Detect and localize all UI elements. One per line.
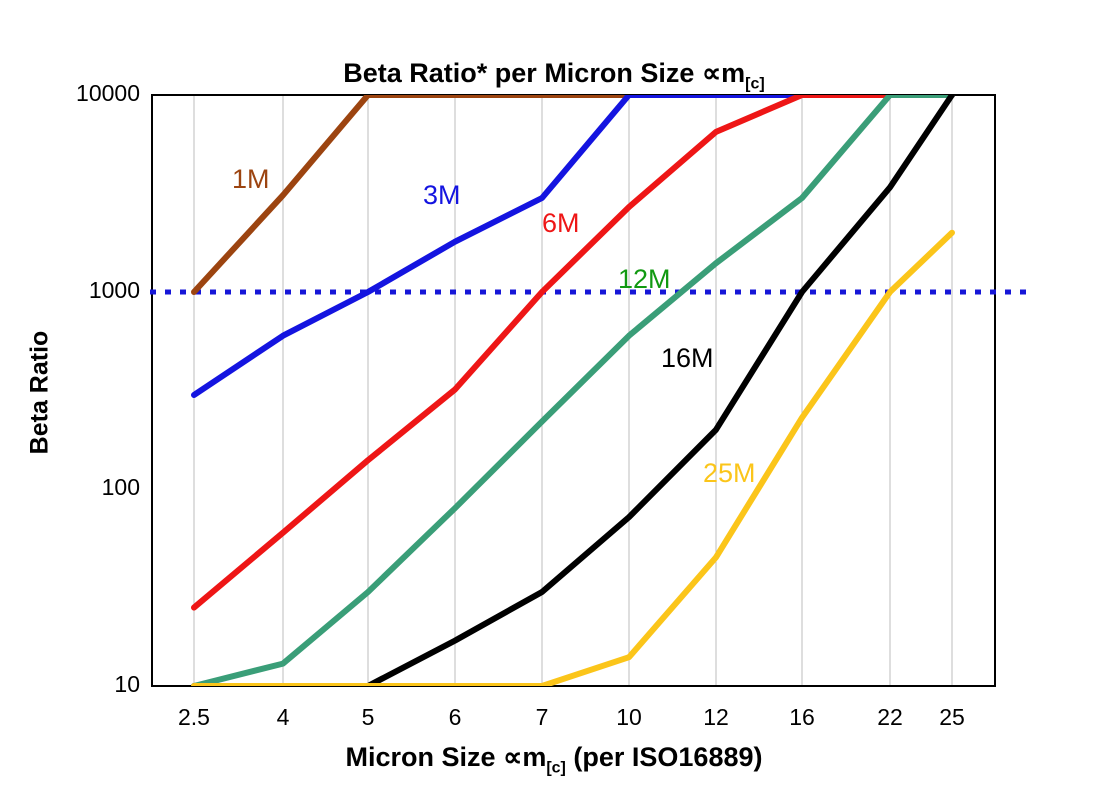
x-axis-title: Micron Size ∝m[c] (per ISO16889) — [0, 742, 1108, 777]
x-tick-7: 7 — [535, 704, 549, 730]
chart-title: Beta Ratio* per Micron Size ∝m[c] — [0, 58, 1108, 93]
series-label-16M: 16M — [661, 343, 714, 373]
chart-title-subscript: [c] — [745, 75, 765, 93]
series-line-12M — [191, 95, 955, 686]
x-tick-5: 5 — [361, 704, 375, 730]
y-tick-10: 10 — [114, 671, 140, 697]
series-label-3M: 3M — [423, 180, 461, 210]
series-label-1M: 1M — [232, 164, 270, 194]
x-tick-10: 10 — [616, 704, 642, 730]
x-axis-title-suffix: (per ISO16889) — [565, 742, 763, 772]
y-tick-1000: 1000 — [88, 277, 140, 303]
x-tick-6: 6 — [448, 704, 462, 730]
series-line-16M — [191, 95, 955, 686]
x-axis-title-subscript: [c] — [546, 759, 566, 777]
x-tick-22: 22 — [877, 704, 903, 730]
series-label-12M: 12M — [618, 264, 671, 294]
series-line-6M — [191, 95, 955, 611]
x-tick-16: 16 — [789, 704, 815, 730]
series-label-6M: 6M — [542, 208, 580, 238]
series-lines — [191, 95, 955, 686]
series-line-25M — [191, 229, 955, 686]
series-line-1M — [191, 95, 955, 295]
x-axis-title-text: Micron Size ∝m — [345, 742, 547, 772]
y-tick-10000: 10000 — [76, 80, 140, 106]
x-tick-12: 12 — [703, 704, 729, 730]
series-line-3M — [191, 95, 955, 398]
x-tick-2.5: 2.5 — [178, 704, 210, 730]
y-tick-100: 100 — [101, 474, 140, 500]
x-tick-4: 4 — [276, 704, 290, 730]
chart-title-text: Beta Ratio* per Micron Size ∝m — [343, 58, 746, 88]
x-tick-25: 25 — [939, 704, 965, 730]
series-label-25M: 25M — [703, 458, 756, 488]
